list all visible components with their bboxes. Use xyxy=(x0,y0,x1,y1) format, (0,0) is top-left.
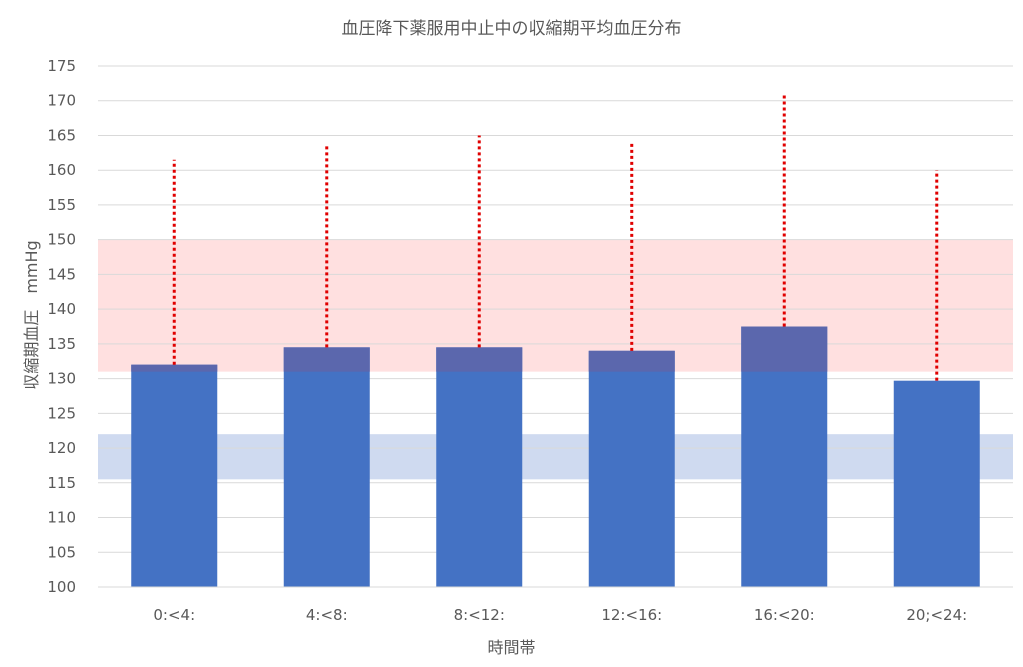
y-tick-label: 115 xyxy=(47,474,76,492)
bar-3 xyxy=(588,350,675,587)
y-tick-label: 165 xyxy=(47,126,76,144)
bar-overlap-0 xyxy=(131,364,218,372)
y-tick-label: 160 xyxy=(47,161,76,179)
y-tick-label: 175 xyxy=(47,57,76,75)
y-tick-label: 150 xyxy=(47,231,76,249)
x-axis-label: 時間帯 xyxy=(487,638,536,657)
bar-overlap-3 xyxy=(588,350,675,372)
x-tick-label: 4:<8: xyxy=(306,606,348,624)
x-tick-label: 20;<24: xyxy=(906,606,967,624)
reference-band-1 xyxy=(98,434,1013,480)
bar-overlap-1 xyxy=(283,347,370,372)
y-tick-label: 120 xyxy=(47,439,76,457)
x-tick-label: 12:<16: xyxy=(601,606,662,624)
chart-title: 血圧降下薬服用中止中の収縮期平均血圧分布 xyxy=(341,19,682,39)
y-tick-label: 100 xyxy=(47,578,76,596)
y-tick-label: 135 xyxy=(47,335,76,353)
y-tick-label: 110 xyxy=(47,509,76,527)
reference-band-0 xyxy=(98,239,1013,372)
bar-overlap-2 xyxy=(436,347,523,372)
y-tick-label: 145 xyxy=(47,265,76,283)
y-tick-label: 140 xyxy=(47,300,76,318)
bar-0 xyxy=(131,364,218,587)
y-tick-label: 130 xyxy=(47,370,76,388)
x-tick-label: 0:<4: xyxy=(153,606,195,624)
x-tick-label: 8:<12: xyxy=(454,606,505,624)
bar-1 xyxy=(283,347,370,587)
bar-overlap-4 xyxy=(741,326,828,372)
bar-5 xyxy=(893,380,980,587)
bar-2 xyxy=(436,347,523,587)
y-tick-label: 105 xyxy=(47,543,76,561)
y-tick-label: 125 xyxy=(47,404,76,422)
y-tick-label: 155 xyxy=(47,196,76,214)
y-tick-label: 170 xyxy=(47,92,76,110)
x-tick-label: 16:<20: xyxy=(754,606,815,624)
